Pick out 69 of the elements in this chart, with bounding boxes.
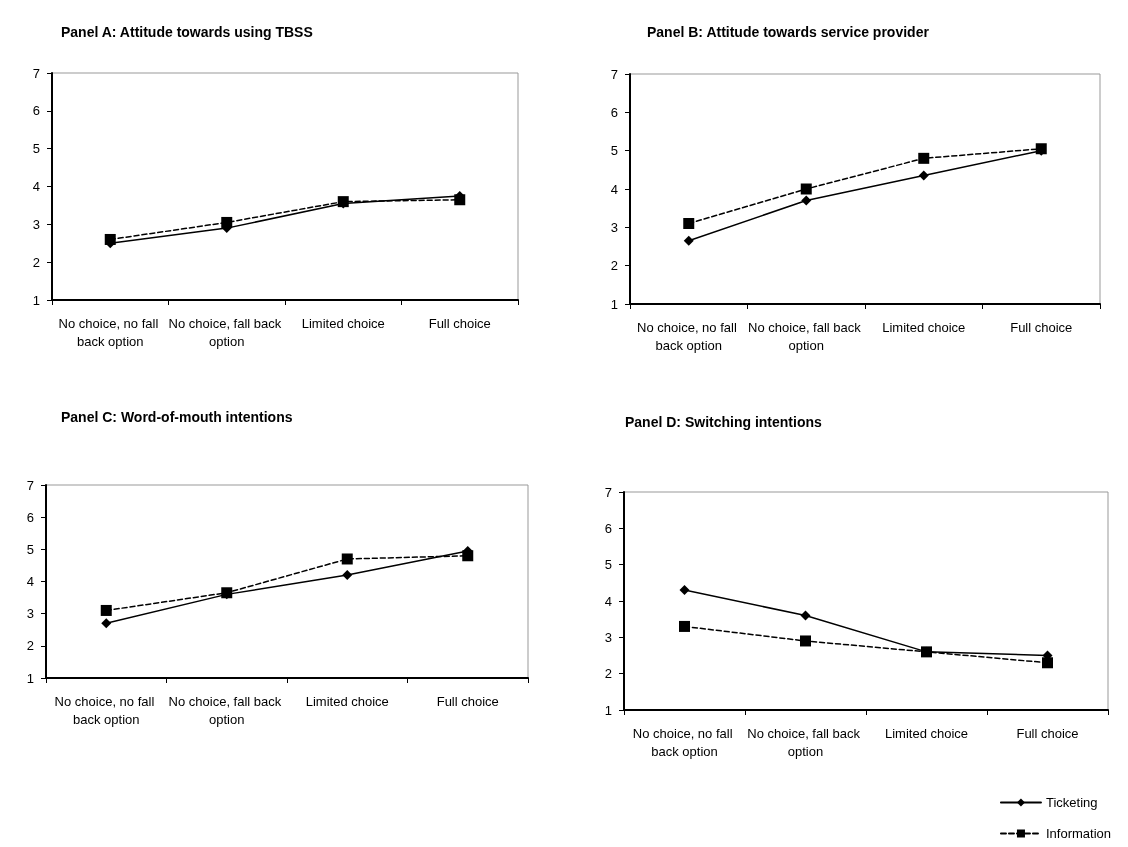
- y-tick-label: 3: [604, 629, 612, 645]
- y-tick-label: 4: [26, 574, 34, 589]
- point: [454, 194, 466, 206]
- x-tick-label: Full choice: [428, 315, 491, 331]
- x-tick-label: No choice, no fall back option: [58, 315, 162, 349]
- y-tick-label: 6: [604, 520, 612, 536]
- y-tick-label: 6: [610, 104, 618, 120]
- legend-label: Information: [1045, 826, 1112, 841]
- y-tick-label: 1: [604, 702, 612, 718]
- chart-title: Panel D: Switching intentions: [625, 414, 822, 430]
- y-tick-label: 2: [32, 254, 40, 270]
- point: [918, 170, 929, 181]
- y-tick-label: 5: [610, 143, 618, 159]
- x-tick-label: No choice, fall back option: [168, 315, 285, 349]
- y-tick-label: 4: [610, 181, 618, 197]
- x-tick-label: Full choice: [1010, 319, 1073, 335]
- point: [221, 216, 233, 228]
- chart-title: Panel A: Attitude towards using TBSS: [61, 24, 313, 40]
- x-tick-label: Limited choice: [884, 725, 969, 741]
- x-tick-label: No choice, no fall back option: [632, 725, 737, 759]
- x-tick-label: Limited choice: [305, 693, 389, 709]
- y-tick-label: 6: [32, 103, 40, 119]
- point: [1042, 657, 1053, 669]
- point: [683, 235, 694, 246]
- point: [679, 620, 690, 632]
- x-tick-label: Full choice: [436, 693, 499, 709]
- y-tick-label: 1: [32, 292, 40, 308]
- x-tick-label: No choice, no fall back option: [637, 319, 741, 353]
- x-tick-label: No choice, fall back option: [747, 725, 864, 759]
- x-tick-label: Limited choice: [882, 319, 966, 335]
- chart-title: Panel B: Attitude towards service provider: [647, 24, 930, 40]
- y-tick-label: 2: [604, 666, 612, 682]
- point: [800, 183, 812, 195]
- x-tick-label: No choice, fall back option: [748, 319, 865, 353]
- y-tick-label: 6: [26, 509, 34, 525]
- point: [101, 618, 112, 629]
- point: [342, 570, 353, 581]
- y-tick-label: 3: [610, 219, 618, 235]
- y-tick-label: 4: [32, 179, 40, 194]
- y-tick-label: 2: [26, 638, 34, 654]
- point: [341, 553, 353, 565]
- x-tick-label: Full choice: [1016, 725, 1079, 741]
- y-tick-label: 1: [26, 670, 34, 686]
- point: [683, 218, 695, 229]
- y-tick-label: 7: [604, 484, 612, 500]
- point: [800, 635, 811, 647]
- x-tick-label: No choice, no fall back option: [54, 693, 158, 727]
- y-tick-label: 7: [26, 477, 34, 493]
- y-tick-label: 7: [32, 65, 40, 81]
- legend-label: Ticketing: [1045, 795, 1098, 810]
- y-tick-label: 1: [610, 296, 618, 312]
- point: [801, 195, 812, 206]
- point: [100, 604, 112, 616]
- point: [679, 585, 690, 596]
- y-tick-label: 2: [610, 258, 618, 274]
- y-tick-label: 3: [26, 606, 34, 622]
- y-tick-label: 7: [610, 66, 618, 82]
- x-tick-label: Limited choice: [301, 315, 385, 331]
- y-tick-label: 5: [26, 541, 34, 557]
- y-tick-label: 5: [604, 557, 612, 573]
- point: [800, 610, 811, 621]
- y-tick-label: 4: [604, 593, 612, 609]
- point: [918, 152, 930, 164]
- chart-title: Panel C: Word-of-mouth intentions: [61, 409, 293, 425]
- x-tick-label: No choice, fall back option: [168, 693, 285, 727]
- y-tick-label: 5: [32, 141, 40, 157]
- point: [104, 233, 116, 245]
- y-tick-label: 3: [32, 216, 40, 232]
- point: [462, 550, 474, 562]
